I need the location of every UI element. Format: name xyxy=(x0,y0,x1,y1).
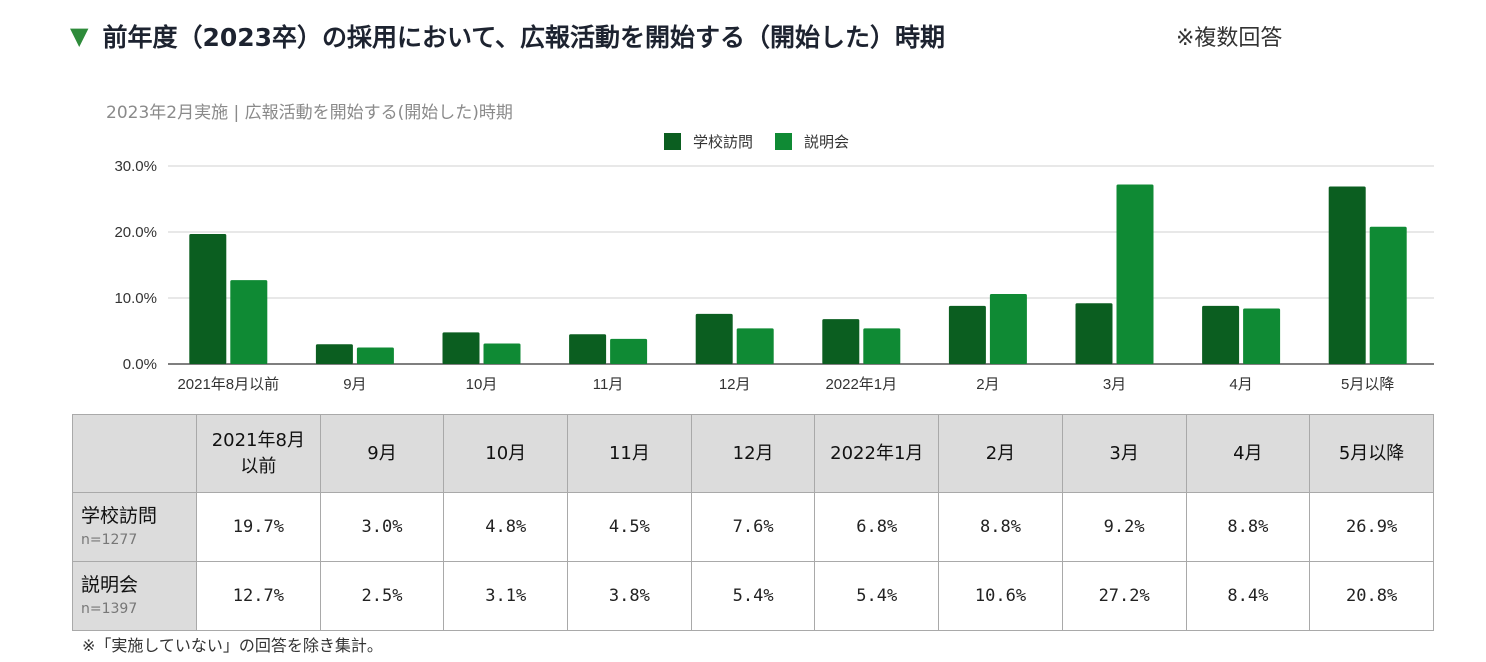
table-cell: 27.2% xyxy=(1061,561,1187,631)
bar-briefing xyxy=(989,294,1027,364)
bar-school-visit xyxy=(315,344,353,364)
row-label: 説明会 xyxy=(81,574,139,596)
legend-label: 説明会 xyxy=(804,132,850,151)
table-cell: 9.2% xyxy=(1061,492,1187,562)
column-header: 2021年8月 以前 xyxy=(196,414,321,493)
x-tick-label: 5月以降 xyxy=(1341,376,1394,393)
column-header: 12月 xyxy=(690,414,816,493)
table-cell: 4.8% xyxy=(443,492,569,562)
table-cell: 4.5% xyxy=(567,492,692,562)
table-cell: 7.6% xyxy=(690,492,816,562)
table-cell: 8.4% xyxy=(1185,561,1311,631)
chart-title: 2023年2月実施 | 広報活動を開始する(開始した)時期 xyxy=(106,103,513,123)
multiple-answer-note: ※複数回答 xyxy=(1176,26,1283,51)
bar-chart: 0.0% 10.0% 20.0% 30.0% 2021年8月以前 9月 10月 11月 12月 2… xyxy=(114,158,1434,393)
legend-label: 学校訪問 xyxy=(693,132,754,151)
bar-school-visit xyxy=(948,305,986,364)
row-sample-size: n=1277 xyxy=(81,532,138,548)
bar-briefing xyxy=(356,347,394,364)
column-header: 9月 xyxy=(319,414,445,493)
x-tick-label: 2021年8月以前 xyxy=(177,376,279,393)
table-row: 説明会 n=1397 12.7% 2.5% 3.1% 3.8% 5.4% 5.4% 10.6% 2… xyxy=(72,561,1434,631)
bar-briefing xyxy=(1369,226,1407,364)
table-row: 学校訪問 n=1277 19.7% 3.0% 4.8% 4.5% 7.6% 6.8% 8.8% 9… xyxy=(72,492,1434,562)
y-tick-label: 10.0% xyxy=(114,290,157,307)
legend-swatch xyxy=(775,132,793,150)
bar-school-visit xyxy=(1202,305,1240,364)
row-header: 説明会 n=1397 xyxy=(72,561,197,631)
bar-school-visit xyxy=(189,233,227,364)
table-cell: 20.8% xyxy=(1309,561,1434,631)
legend-swatch xyxy=(664,132,681,150)
row-header: 学校訪問 n=1277 xyxy=(72,492,197,562)
bar-school-visit xyxy=(442,332,480,364)
column-header: 2022年1月 xyxy=(814,414,940,493)
y-tick-label: 0.0% xyxy=(123,356,157,373)
bar-school-visit xyxy=(695,313,733,364)
table-cell: 3.1% xyxy=(443,561,569,631)
table-cell: 3.8% xyxy=(567,561,692,631)
column-header: 5月以降 xyxy=(1309,414,1434,493)
table-cell: 8.8% xyxy=(1185,492,1311,562)
page-title: ▼ 前年度（2023卒）の採用において、広報活動を開始する（開始した）時期 xyxy=(70,16,945,56)
table-cell: 19.7% xyxy=(196,492,321,562)
x-tick-label: 9月 xyxy=(343,376,366,393)
table-cell: 2.5% xyxy=(319,561,445,631)
bar-briefing xyxy=(736,328,774,364)
table-cell: 12.7% xyxy=(196,561,321,631)
table-cell: 26.9% xyxy=(1309,492,1434,562)
bar-briefing xyxy=(863,328,901,364)
bar-briefing xyxy=(610,338,648,364)
data-table: 2021年8月 以前 9月 10月 11月 12月 2022年1月 2月 3月 4月 5月以降 学校… xyxy=(72,414,1434,631)
column-header: 2月 xyxy=(938,414,1063,493)
table-cell: 5.4% xyxy=(814,561,940,631)
x-tick-label: 3月 xyxy=(1103,376,1126,393)
bar-briefing xyxy=(1243,308,1281,364)
bar-briefing xyxy=(1116,184,1154,364)
legend-item-briefing: 説明会 xyxy=(775,131,849,152)
y-tick-label: 20.0% xyxy=(114,224,157,241)
table-cell: 5.4% xyxy=(690,561,816,631)
x-tick-label: 10月 xyxy=(466,376,498,393)
table-corner-cell xyxy=(72,414,197,493)
column-header: 3月 xyxy=(1061,414,1187,493)
bar-school-visit xyxy=(1075,303,1113,364)
table-cell: 3.0% xyxy=(319,492,445,562)
column-header: 4月 xyxy=(1185,414,1311,493)
column-header: 11月 xyxy=(567,414,692,493)
legend-item-school-visit: 学校訪問 xyxy=(664,131,753,152)
bar-briefing xyxy=(230,280,268,364)
y-tick-label: 30.0% xyxy=(114,158,157,175)
footnote: ※「実施していない」の回答を除き集計。 xyxy=(82,636,383,655)
page-title-text: 前年度（2023卒）の採用において、広報活動を開始する（開始した）時期 xyxy=(102,23,946,52)
table-header-row: 2021年8月 以前 9月 10月 11月 12月 2022年1月 2月 3月 4月 5月以降 xyxy=(72,414,1434,493)
row-label: 学校訪問 xyxy=(81,505,158,527)
row-sample-size: n=1397 xyxy=(81,601,138,617)
x-tick-label: 2022年1月 xyxy=(825,376,897,393)
x-tick-label: 11月 xyxy=(593,376,624,393)
bar-school-visit xyxy=(1328,186,1366,364)
column-header: 10月 xyxy=(443,414,569,493)
x-tick-label: 12月 xyxy=(719,376,751,393)
table-body: 学校訪問 n=1277 19.7% 3.0% 4.8% 4.5% 7.6% 6.8% 8.8% 9… xyxy=(72,492,1434,631)
chart-legend: 学校訪問 説明会 xyxy=(664,130,871,152)
table-cell: 10.6% xyxy=(938,561,1063,631)
bar-school-visit xyxy=(569,334,607,364)
x-tick-label: 4月 xyxy=(1229,376,1252,393)
bar-briefing xyxy=(483,343,521,364)
table-cell: 8.8% xyxy=(938,492,1063,562)
x-tick-label: 2月 xyxy=(976,376,999,393)
triangle-down-icon: ▼ xyxy=(70,22,89,50)
bar-school-visit xyxy=(822,319,860,364)
table-cell: 6.8% xyxy=(814,492,940,562)
